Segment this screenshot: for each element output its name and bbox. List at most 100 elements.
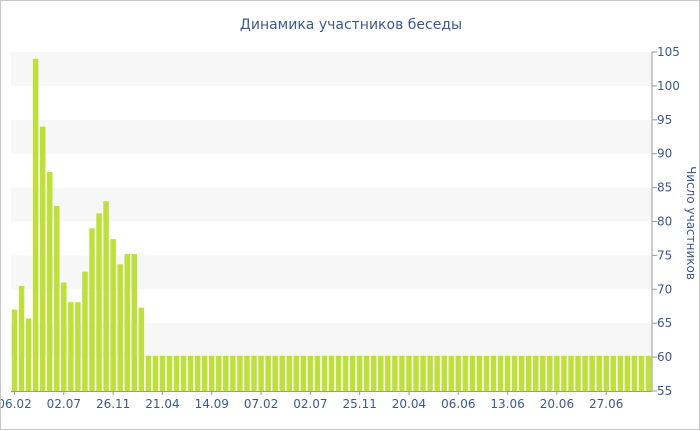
bar	[173, 355, 180, 391]
bar	[265, 355, 271, 391]
bar	[582, 355, 588, 391]
bar	[279, 355, 285, 391]
y-tick-label: 60	[657, 350, 672, 364]
bar	[286, 355, 292, 391]
bar	[476, 355, 483, 391]
y-tick-label: 65	[657, 316, 672, 330]
bar	[61, 282, 67, 391]
y-tick-label: 55	[657, 384, 672, 398]
bar	[18, 285, 25, 391]
x-tick-label: 06.06	[441, 397, 475, 411]
bar	[371, 355, 377, 391]
bar	[68, 302, 74, 391]
x-tick-label: 25.11	[343, 397, 377, 411]
bar	[455, 355, 462, 391]
bar	[32, 58, 39, 391]
bar	[272, 355, 278, 391]
y-tick-label: 85	[657, 181, 672, 195]
grid-band	[11, 52, 652, 86]
bar	[462, 355, 469, 391]
bar	[406, 355, 412, 391]
x-tick-label: 07.02	[244, 397, 278, 411]
bar	[209, 355, 215, 391]
bar	[251, 355, 257, 391]
bar	[420, 355, 426, 391]
x-tick-label: 02.07	[47, 397, 81, 411]
bar	[547, 355, 553, 391]
bar	[525, 355, 532, 391]
bar	[145, 355, 152, 391]
bar	[504, 355, 511, 391]
x-tick-label: 26.11	[96, 397, 130, 411]
bar	[378, 355, 384, 391]
bar	[603, 355, 609, 391]
grid-band	[11, 187, 652, 222]
bar	[152, 355, 159, 391]
bar-series	[11, 58, 652, 391]
bar	[96, 213, 102, 391]
bar	[103, 201, 109, 391]
bar	[46, 172, 53, 391]
bar	[399, 355, 405, 391]
bar	[89, 228, 95, 391]
bar	[533, 355, 539, 391]
bar	[561, 355, 567, 391]
bar	[469, 355, 476, 391]
bar	[568, 355, 574, 391]
bar	[25, 318, 32, 391]
bar	[201, 355, 208, 391]
bar	[511, 355, 518, 391]
bar	[82, 271, 88, 391]
y-tick-label: 100	[657, 79, 680, 93]
x-tick-label: 20.04	[392, 397, 426, 411]
bar	[39, 126, 46, 391]
y-tick-label: 75	[657, 248, 672, 262]
x-axis-ticks: 06.02 02.07 26.11 21.04 14.09 07.02 02.07 25.11…	[1, 391, 623, 411]
bar	[624, 355, 631, 391]
bar	[589, 355, 595, 391]
bar	[631, 355, 638, 391]
bar	[518, 355, 525, 391]
x-tick-label: 20.06	[540, 397, 574, 411]
bar	[335, 355, 342, 391]
grid-band	[11, 119, 652, 154]
bar	[356, 355, 363, 391]
bar	[244, 355, 250, 391]
bar	[483, 355, 490, 391]
bar	[441, 355, 447, 391]
bar	[342, 355, 349, 391]
x-tick-label: 14.09	[195, 397, 229, 411]
bar	[413, 355, 419, 391]
bar	[258, 355, 264, 391]
bar	[131, 254, 138, 391]
bar	[321, 355, 328, 391]
grid-bands	[11, 52, 652, 358]
bar	[448, 355, 454, 391]
y-axis-label: Число участников	[684, 166, 698, 280]
bar	[617, 355, 624, 391]
y-tick-label: 95	[657, 113, 672, 127]
bar	[307, 355, 314, 391]
bar	[349, 355, 356, 391]
bar	[216, 355, 222, 391]
bar	[75, 302, 81, 391]
x-tick-label: 06.02	[1, 397, 32, 411]
bar	[392, 355, 398, 391]
y-axis-ticks: 55 60 65 70 75 80 85 90 95 100 105	[652, 45, 680, 398]
y-tick-label: 105	[657, 45, 680, 59]
bar	[385, 355, 391, 391]
bar	[180, 355, 187, 391]
bar	[138, 307, 145, 391]
y-tick-label: 80	[657, 215, 672, 229]
bar	[223, 355, 229, 391]
bar	[596, 355, 602, 391]
bar	[610, 355, 616, 391]
bar	[159, 355, 166, 391]
bar	[124, 254, 130, 391]
bar	[540, 355, 546, 391]
y-tick-label: 70	[657, 282, 672, 296]
bar	[110, 239, 116, 391]
bar	[293, 355, 300, 391]
bar	[11, 309, 18, 391]
